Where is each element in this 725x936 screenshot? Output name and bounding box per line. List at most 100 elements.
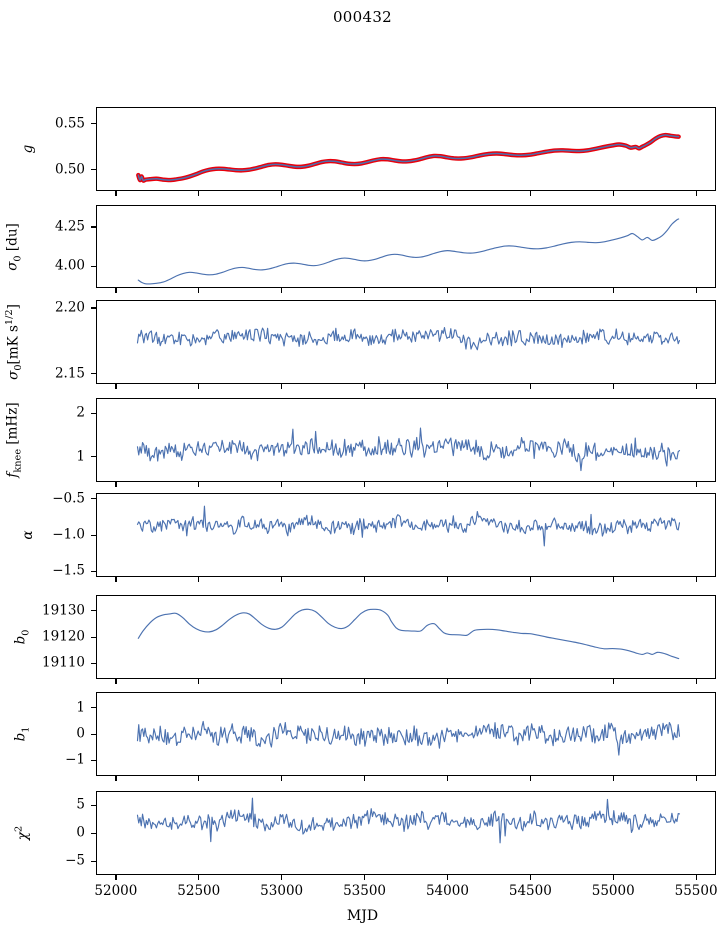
x-tick-mark-sigma0_mK-5 — [529, 384, 531, 389]
y-tick-label-f_knee-1: 2 — [76, 404, 85, 421]
y-tick-mark-b0-1 — [91, 636, 96, 638]
y-axis-label-b0: b0 — [12, 629, 32, 645]
x-tick-mark-b1-1 — [198, 776, 200, 781]
x-tick-mark-alpha-2 — [281, 577, 283, 582]
plot-panel-f_knee — [96, 398, 716, 482]
y-tick-label-alpha-1: −1.0 — [52, 526, 85, 543]
y-tick-mark-b1-2 — [91, 707, 96, 709]
x-tick-mark-b1-3 — [364, 776, 366, 781]
x-tick-mark-chi2-7 — [695, 875, 697, 880]
y-tick-label-alpha-2: −1.5 — [52, 562, 85, 579]
y-tick-label-sigma0_du-1: 4.25 — [54, 218, 85, 235]
figure-title: 000432 — [332, 8, 393, 26]
y-tick-label-b0-0: 19110 — [42, 654, 85, 671]
x-tick-mark-b1-4 — [446, 776, 449, 781]
x-tick-mark-b0-7 — [695, 679, 697, 684]
x-tick-mark-f_knee-5 — [529, 482, 531, 487]
y-tick-label-b0-1: 19120 — [42, 628, 85, 645]
plot-panel-alpha — [96, 493, 716, 577]
y-tick-mark-b1-1 — [91, 733, 96, 735]
x-tick-mark-b1-0 — [115, 776, 117, 781]
x-tick-mark-b1-2 — [281, 776, 283, 781]
x-tick-mark-b0-2 — [281, 679, 283, 684]
x-tick-mark-sigma0_mK-4 — [446, 384, 449, 389]
x-tick-mark-f_knee-6 — [612, 482, 614, 487]
x-tick-label-3: 53500 — [343, 883, 387, 899]
y-axis-label-g: g — [20, 144, 36, 154]
trace-b1 — [97, 693, 715, 775]
y-tick-mark-chi2-1 — [91, 832, 96, 834]
x-tick-mark-f_knee-2 — [281, 482, 283, 487]
x-tick-mark-alpha-1 — [198, 577, 200, 582]
x-tick-mark-g-0 — [115, 191, 117, 196]
x-tick-label-7: 55500 — [674, 883, 718, 899]
x-tick-mark-alpha-7 — [695, 577, 697, 582]
model-line-sigma0_du — [138, 219, 678, 284]
x-tick-mark-chi2-3 — [364, 875, 366, 880]
x-tick-mark-sigma0_du-1 — [198, 288, 200, 293]
model-line-f_knee — [137, 428, 679, 470]
y-tick-label-alpha-0: −0.5 — [52, 490, 85, 507]
model-line-alpha — [137, 506, 679, 546]
y-tick-mark-alpha-0 — [91, 498, 96, 500]
y-tick-label-sigma0_mK-1: 2.20 — [54, 299, 85, 316]
plot-panel-b0 — [96, 595, 716, 679]
model-line-g — [138, 135, 678, 181]
y-tick-label-sigma0_mK-0: 2.15 — [54, 364, 85, 381]
x-tick-mark-b0-6 — [612, 679, 614, 684]
x-axis-label: MJD — [346, 908, 379, 924]
x-tick-mark-b0-4 — [446, 679, 449, 684]
x-tick-mark-sigma0_mK-6 — [612, 384, 614, 389]
x-tick-mark-g-2 — [281, 191, 283, 196]
y-axis-label-sigma0_du: σ0 [du] — [4, 222, 24, 271]
y-axis-label-chi2: χ2 — [13, 825, 31, 841]
trace-chi2 — [97, 792, 715, 874]
y-tick-label-b1-0: −1 — [65, 751, 85, 768]
plot-panel-chi2 — [96, 791, 716, 875]
trace-b0 — [97, 596, 715, 678]
x-tick-mark-chi2-5 — [529, 875, 531, 880]
x-tick-mark-b1-7 — [695, 776, 697, 781]
x-tick-mark-sigma0_du-7 — [695, 288, 697, 293]
x-tick-mark-chi2-1 — [198, 875, 200, 880]
y-axis-label-b1: b1 — [12, 726, 32, 742]
plot-panel-sigma0_mK — [96, 300, 716, 384]
x-tick-mark-sigma0_du-5 — [529, 288, 531, 293]
y-tick-mark-b1-0 — [91, 759, 96, 761]
x-tick-mark-f_knee-3 — [364, 482, 366, 487]
y-tick-label-g-1: 0.55 — [54, 114, 85, 131]
trace-sigma0_mK — [97, 301, 715, 383]
x-tick-mark-b0-1 — [198, 679, 200, 684]
x-tick-mark-b0-3 — [364, 679, 366, 684]
x-tick-mark-f_knee-4 — [446, 482, 449, 487]
y-tick-label-chi2-0: −5 — [65, 852, 85, 869]
x-tick-label-5: 54500 — [508, 883, 552, 899]
model-line-b1 — [137, 721, 679, 755]
x-tick-mark-alpha-0 — [115, 577, 117, 582]
x-tick-mark-sigma0_du-4 — [446, 288, 449, 293]
y-tick-mark-g-0 — [91, 169, 96, 171]
model-line-chi2 — [137, 798, 679, 843]
y-tick-mark-sigma0_du-1 — [91, 226, 96, 228]
x-tick-mark-b0-5 — [529, 679, 531, 684]
y-tick-label-chi2-2: 5 — [76, 796, 85, 813]
y-tick-mark-sigma0_mK-1 — [91, 307, 96, 309]
y-tick-mark-alpha-2 — [91, 570, 96, 572]
x-tick-label-0: 52000 — [94, 883, 138, 899]
y-tick-label-g-0: 0.50 — [54, 161, 85, 178]
trace-f_knee — [97, 399, 715, 481]
y-tick-mark-sigma0_mK-0 — [91, 373, 96, 375]
measured-points-g — [138, 135, 678, 181]
x-tick-mark-g-5 — [529, 191, 531, 196]
y-axis-label-alpha: α — [20, 530, 36, 540]
x-tick-mark-alpha-5 — [529, 577, 531, 582]
x-tick-mark-b1-5 — [529, 776, 531, 781]
x-tick-mark-f_knee-1 — [198, 482, 200, 487]
x-tick-mark-sigma0_mK-3 — [364, 384, 366, 389]
y-tick-mark-g-1 — [91, 123, 96, 125]
y-tick-label-b0-2: 19130 — [42, 602, 85, 618]
y-tick-mark-chi2-0 — [91, 860, 96, 862]
model-line-sigma0_mK — [137, 328, 679, 350]
x-tick-mark-chi2-2 — [281, 875, 283, 880]
x-tick-mark-g-1 — [198, 191, 200, 196]
